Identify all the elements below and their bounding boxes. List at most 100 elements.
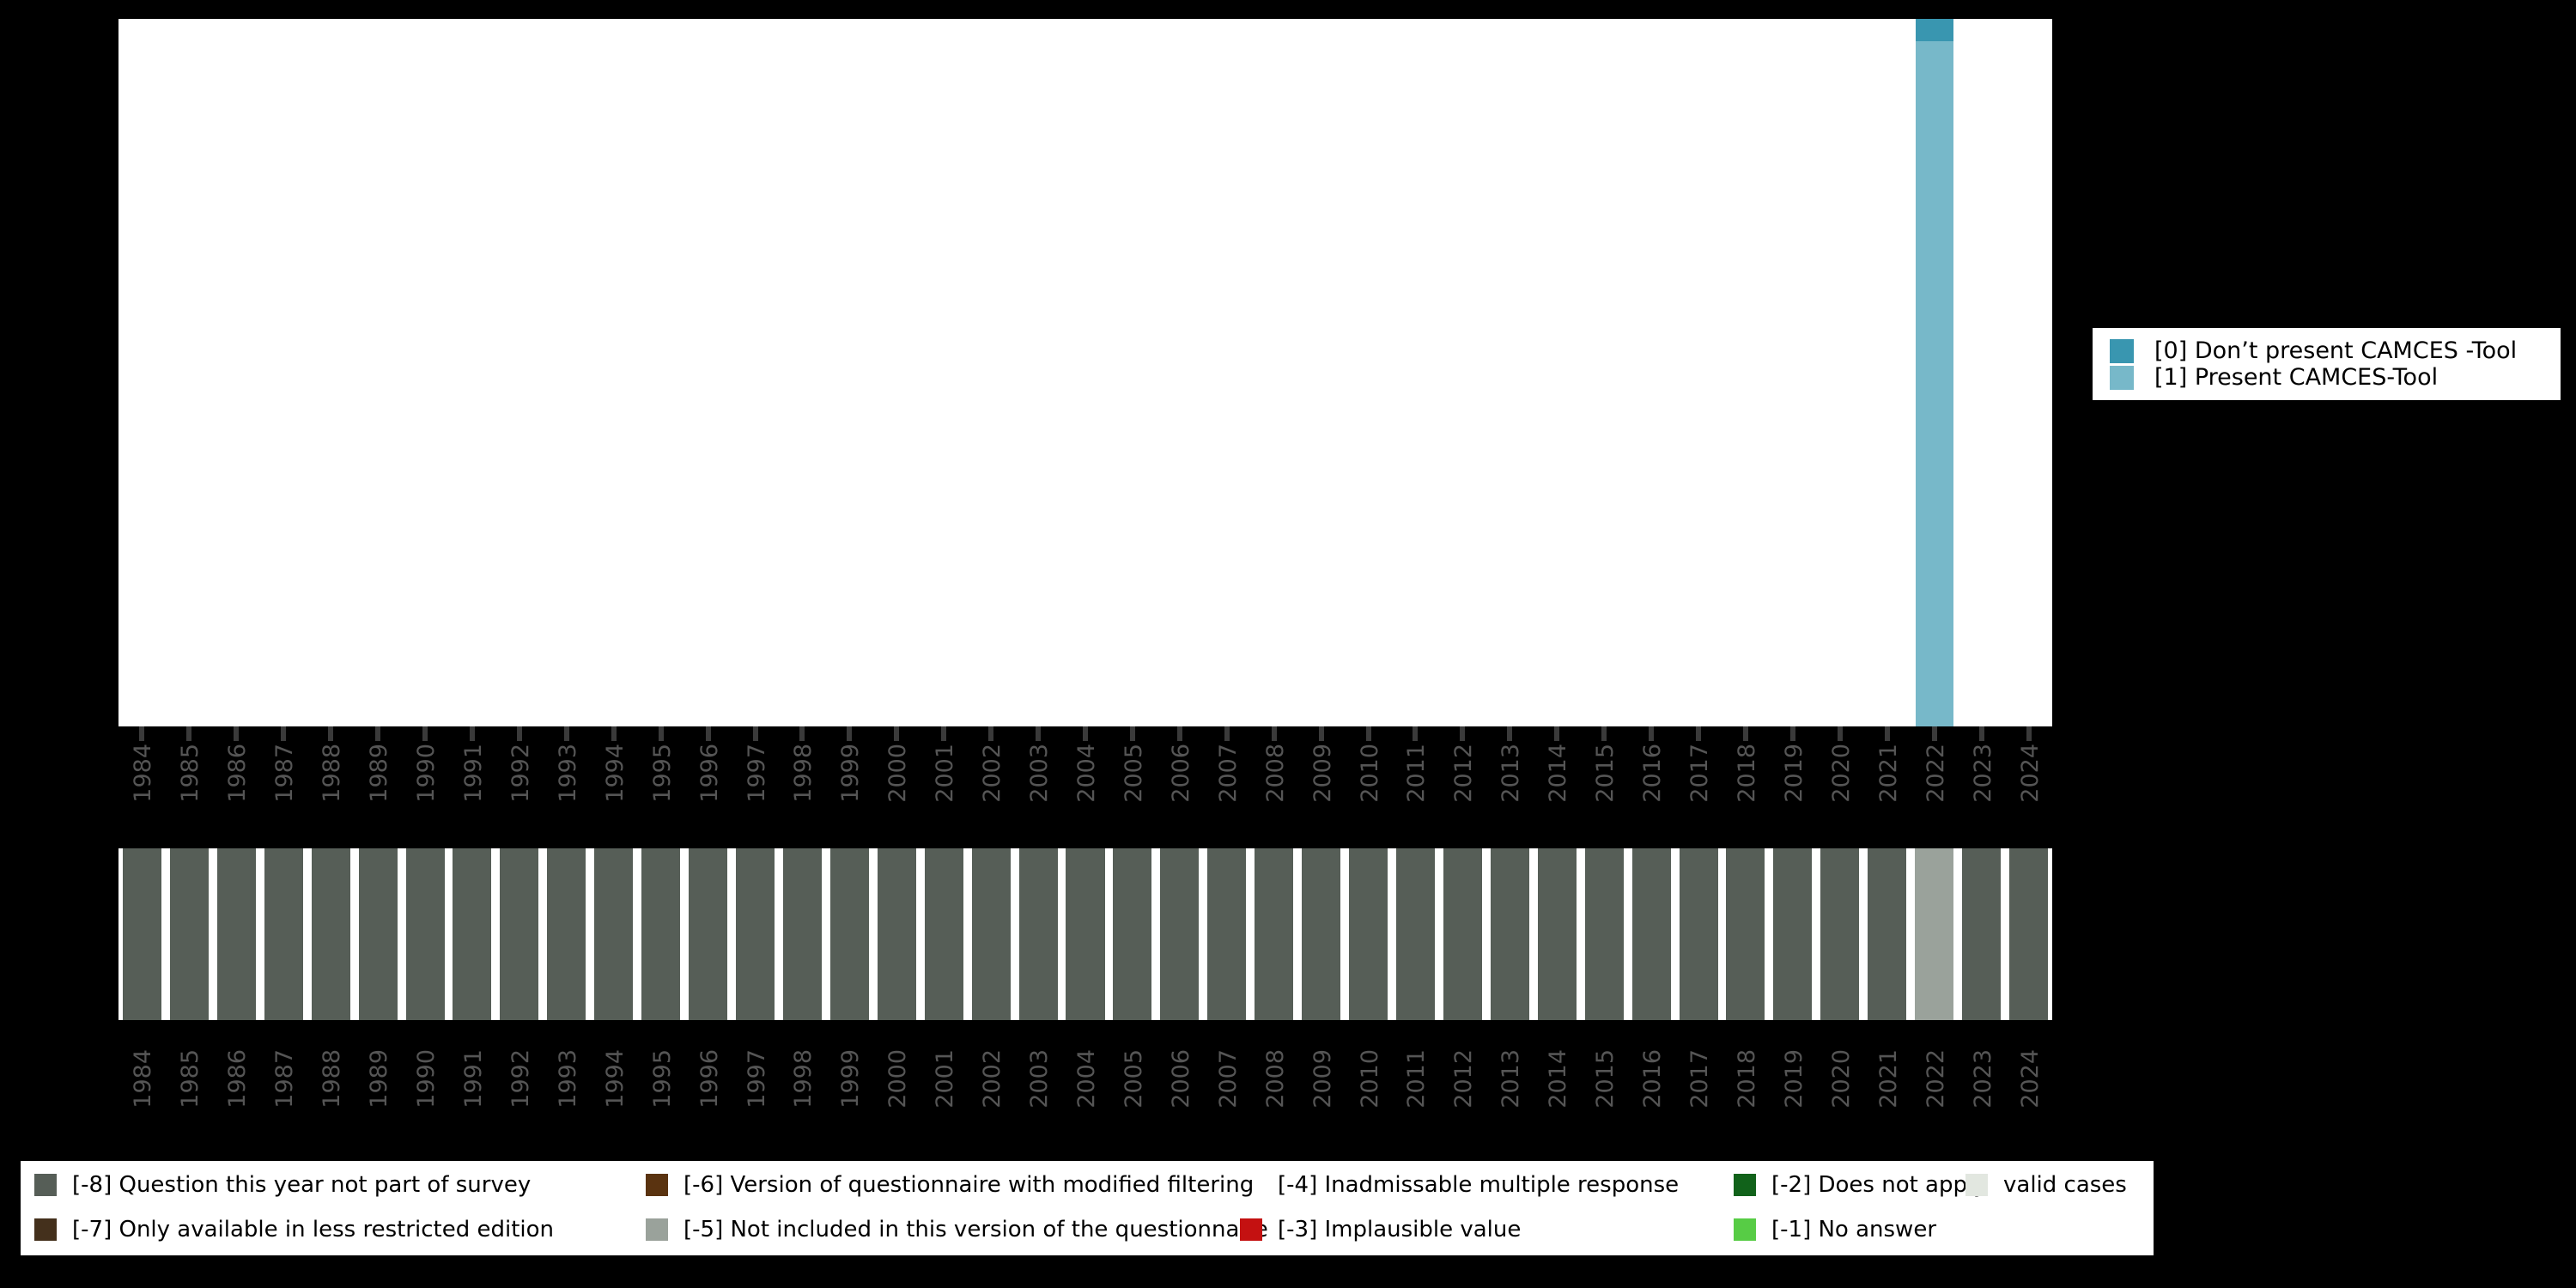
missing-bar-2010 xyxy=(1349,848,1388,1020)
missing-x-tick-label-2003: 2003 xyxy=(1026,1049,1054,1109)
missing-bar-2016 xyxy=(1631,848,1671,1020)
x-tick-label-2017: 2017 xyxy=(1686,744,1714,803)
x-tick-mark-1988 xyxy=(328,726,334,741)
x-tick-label-2012: 2012 xyxy=(1450,744,1478,803)
x-tick-mark-2013 xyxy=(1507,726,1513,741)
missing-x-tick-label-1998: 1998 xyxy=(790,1049,817,1109)
series-legend-label-0: [0] Don’t present CAMCES -Tool xyxy=(2154,337,2518,364)
missing-x-tick-label-1997: 1997 xyxy=(743,1049,770,1109)
missing-bar-2008 xyxy=(1255,848,1294,1020)
missing-bar-2007 xyxy=(1207,848,1247,1020)
missing-bar-1997 xyxy=(735,848,775,1020)
missing-bar-1993 xyxy=(547,848,586,1020)
missing-legend-item--2[interactable]: [-2] Does not apply xyxy=(1734,1173,1987,1197)
missing-legend-label--1: [-1] No answer xyxy=(1771,1217,1937,1242)
missing-x-tick-label-2006: 2006 xyxy=(1167,1049,1194,1109)
x-tick-mark-1994 xyxy=(611,726,617,741)
series-legend: [0] Don’t present CAMCES -Tool [1] Presen… xyxy=(2093,328,2561,400)
x-tick-label-2003: 2003 xyxy=(1026,744,1054,803)
missing-x-tick-label-2010: 2010 xyxy=(1356,1049,1383,1109)
x-tick-mark-1999 xyxy=(847,726,853,741)
missing-x-tick-label-2018: 2018 xyxy=(1733,1049,1760,1109)
missing-legend-item--3[interactable]: [-3] Implausible value xyxy=(1240,1218,1521,1242)
missing-bar-1992 xyxy=(500,848,539,1020)
missing-bar-2011 xyxy=(1395,848,1435,1020)
x-tick-label-2008: 2008 xyxy=(1261,744,1289,803)
missing-x-tick-label-1984: 1984 xyxy=(130,1049,157,1109)
missing-values-legend: [-8] Question this year not part of surv… xyxy=(21,1161,2154,1255)
missing-x-tick-label-2014: 2014 xyxy=(1545,1049,1572,1109)
missing-bar-1995 xyxy=(641,848,681,1020)
x-tick-label-2023: 2023 xyxy=(1969,744,1996,803)
missing-legend-item--8[interactable]: [-8] Question this year not part of surv… xyxy=(34,1173,531,1197)
missing-legend-item--4[interactable]: [-4] Inadmissable multiple response xyxy=(1240,1173,1679,1197)
missing-bar-2020 xyxy=(1820,848,1860,1020)
x-tick-mark-2016 xyxy=(1649,726,1655,741)
x-tick-mark-1995 xyxy=(658,726,664,741)
missing-legend-label--6: [-6] Version of questionnaire with modif… xyxy=(683,1172,1255,1198)
x-tick-label-1993: 1993 xyxy=(554,744,581,803)
missing-legend-item--5[interactable]: [-5] Not included in this version of the… xyxy=(646,1218,1268,1242)
missing-bar-1984 xyxy=(122,848,161,1020)
missing-legend-item--6[interactable]: [-6] Version of questionnaire with modif… xyxy=(646,1173,1254,1197)
x-tick-mark-2014 xyxy=(1554,726,1560,741)
missing-legend-swatch--6 xyxy=(646,1174,668,1196)
missing-legend-label--3: [-3] Implausible value xyxy=(1278,1217,1522,1242)
missing-legend-swatch--1 xyxy=(1734,1218,1756,1241)
missing-legend-swatch--2 xyxy=(1734,1174,1756,1196)
series-legend-label-1: [1] Present CAMCES-Tool xyxy=(2154,364,2439,391)
x-tick-mark-2012 xyxy=(1460,726,1466,741)
x-tick-label-2002: 2002 xyxy=(979,744,1006,803)
missing-bar-2002 xyxy=(971,848,1011,1020)
missing-legend-label--8: [-8] Question this year not part of surv… xyxy=(72,1172,532,1198)
series-legend-item-1[interactable]: [1] Present CAMCES-Tool xyxy=(2110,364,2517,391)
missing-x-tick-label-1989: 1989 xyxy=(366,1049,393,1109)
missing-bar-2014 xyxy=(1537,848,1577,1020)
missing-bar-2003 xyxy=(1018,848,1058,1020)
missing-bar-2009 xyxy=(1302,848,1341,1020)
missing-bar-1988 xyxy=(311,848,350,1020)
missing-x-tick-label-1995: 1995 xyxy=(648,1049,676,1109)
missing-x-tick-label-2005: 2005 xyxy=(1120,1049,1147,1109)
series-legend-item-0[interactable]: [0] Don’t present CAMCES -Tool xyxy=(2110,337,2517,364)
x-tick-label-1989: 1989 xyxy=(366,744,393,803)
x-tick-mark-2003 xyxy=(1036,726,1042,741)
missing-x-tick-label-2012: 2012 xyxy=(1450,1049,1478,1109)
missing-x-tick-label-2001: 2001 xyxy=(932,1049,959,1109)
missing-bar-2000 xyxy=(877,848,916,1020)
x-tick-mark-1984 xyxy=(139,726,145,741)
x-tick-mark-1996 xyxy=(705,726,711,741)
x-tick-mark-2015 xyxy=(1601,726,1607,741)
missing-legend-swatch--5 xyxy=(646,1218,668,1241)
missing-legend-item--7[interactable]: [-7] Only available in less restricted e… xyxy=(34,1218,554,1242)
x-tick-mark-1991 xyxy=(469,726,475,741)
x-tick-label-2009: 2009 xyxy=(1309,744,1336,803)
x-tick-mark-2019 xyxy=(1789,726,1795,741)
x-tick-mark-1993 xyxy=(563,726,569,741)
missing-x-tick-label-2009: 2009 xyxy=(1309,1049,1336,1109)
missing-x-tick-label-1985: 1985 xyxy=(177,1049,204,1109)
x-tick-mark-2004 xyxy=(1083,726,1088,741)
missing-x-tick-label-2016: 2016 xyxy=(1639,1049,1667,1109)
main-chart-panel: 100%75%50%25%0% 198419851986198719881989… xyxy=(118,19,2052,803)
missing-bar-2015 xyxy=(1584,848,1624,1020)
x-tick-mark-2008 xyxy=(1271,726,1277,741)
x-tick-label-1995: 1995 xyxy=(648,744,676,803)
x-tick-label-1991: 1991 xyxy=(459,744,487,803)
x-tick-label-1994: 1994 xyxy=(601,744,629,803)
missing-bar-1999 xyxy=(829,848,869,1020)
x-tick-mark-2011 xyxy=(1413,726,1419,741)
missing-legend-item--1[interactable]: [-1] No answer xyxy=(1734,1218,1936,1242)
missing-legend-item-valid[interactable]: valid cases xyxy=(1965,1173,2127,1197)
x-tick-label-1984: 1984 xyxy=(130,744,157,803)
missing-x-tick-label-2023: 2023 xyxy=(1969,1049,1996,1109)
x-tick-label-1988: 1988 xyxy=(319,744,346,803)
missing-bar-2021 xyxy=(1868,848,1907,1020)
x-tick-mark-2022 xyxy=(1931,726,1937,741)
x-tick-label-2022: 2022 xyxy=(1922,744,1949,803)
series-legend-items: [0] Don’t present CAMCES -Tool [1] Presen… xyxy=(2110,337,2517,391)
missing-bar-1986 xyxy=(216,848,256,1020)
missing-x-tick-label-2007: 2007 xyxy=(1214,1049,1242,1109)
x-tick-label-2004: 2004 xyxy=(1073,744,1100,803)
bar-segment-2022-0 xyxy=(1915,19,1953,42)
